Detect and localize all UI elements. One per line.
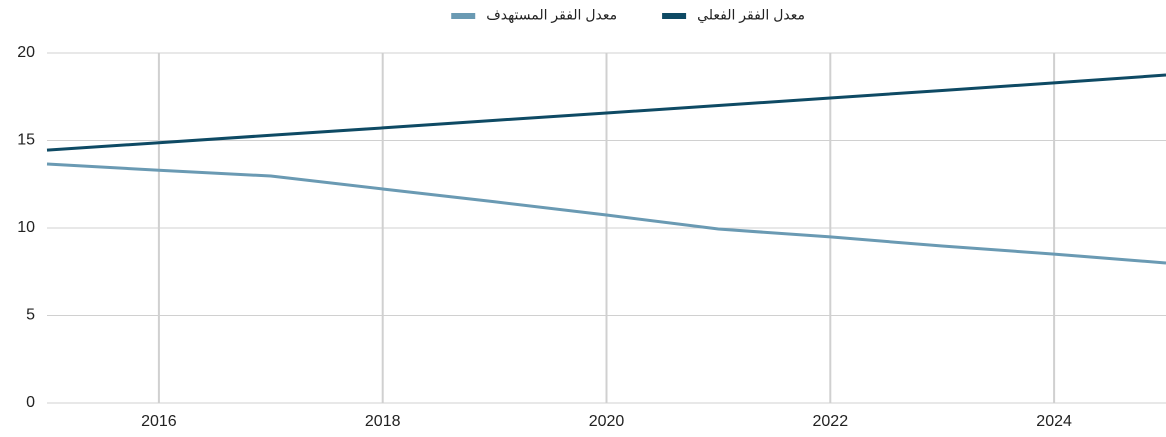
x-tick-label: 2022: [813, 413, 849, 430]
x-tick-label: 2018: [365, 413, 401, 430]
y-tick-label: 0: [26, 394, 35, 411]
x-tick-label: 2024: [1036, 413, 1072, 430]
legend-label: معدل الفقر الفعلي: [697, 7, 805, 24]
legend-marker: [451, 13, 476, 19]
line: [46, 162, 1166, 265]
x-tick-label: 2016: [141, 413, 177, 430]
y-tick-label: 5: [26, 307, 35, 324]
line: [46, 73, 1166, 152]
y-tick-label: 20: [17, 44, 35, 61]
x-tick-label: 2020: [589, 413, 625, 430]
legend-marker: [662, 13, 687, 19]
y-tick-label: 10: [17, 219, 35, 236]
legend-label: معدل الفقر المستهدف: [486, 7, 617, 24]
y-tick-label: 15: [17, 132, 35, 149]
